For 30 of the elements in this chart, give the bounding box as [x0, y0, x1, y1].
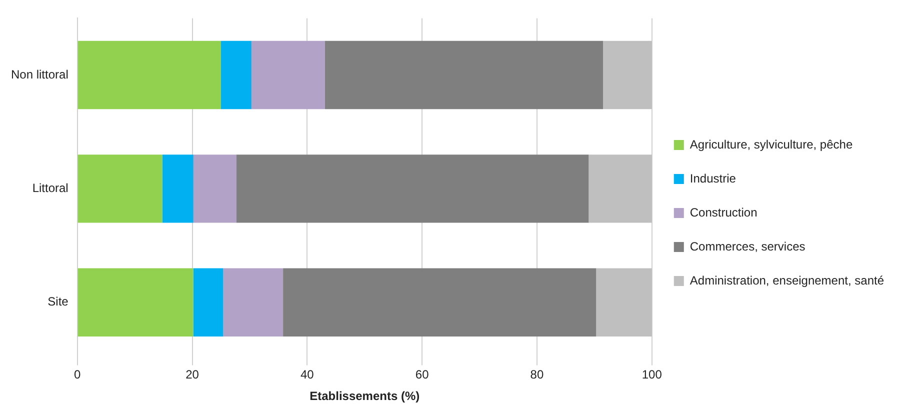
legend-label: Agriculture, sylviculture, pêche [690, 137, 853, 152]
legend-label: Industrie [690, 171, 736, 186]
bar [78, 268, 194, 336]
bar [236, 154, 589, 223]
legend-label: Administration, enseignement, santé [690, 273, 884, 288]
bar [193, 268, 224, 336]
bar [78, 154, 162, 223]
bar [588, 154, 652, 223]
y-tick-label: Site [48, 294, 69, 309]
y-tick-label: Non littoral [11, 67, 68, 82]
bar [603, 40, 652, 110]
x-tick-label: 20 [186, 368, 200, 382]
x-tick-label: 0 [74, 368, 82, 382]
x-tick-label: 100 [642, 368, 662, 382]
bar [223, 268, 284, 336]
bar [324, 40, 604, 110]
x-tick-label: 60 [415, 368, 430, 382]
bar [162, 154, 194, 223]
bar [193, 154, 237, 223]
x-tick-label: 40 [300, 368, 314, 382]
legend-label: Construction [690, 205, 758, 220]
x-tick-label: 80 [530, 368, 544, 382]
legend-label: Commerces, services [690, 239, 806, 254]
bar [220, 40, 252, 110]
bar [283, 268, 596, 336]
y-tick-label: Littoral [32, 181, 68, 196]
bar [596, 268, 652, 336]
bar [78, 40, 221, 110]
x-axis-title: Etablissements (%) [310, 389, 420, 404]
bar [251, 40, 325, 110]
